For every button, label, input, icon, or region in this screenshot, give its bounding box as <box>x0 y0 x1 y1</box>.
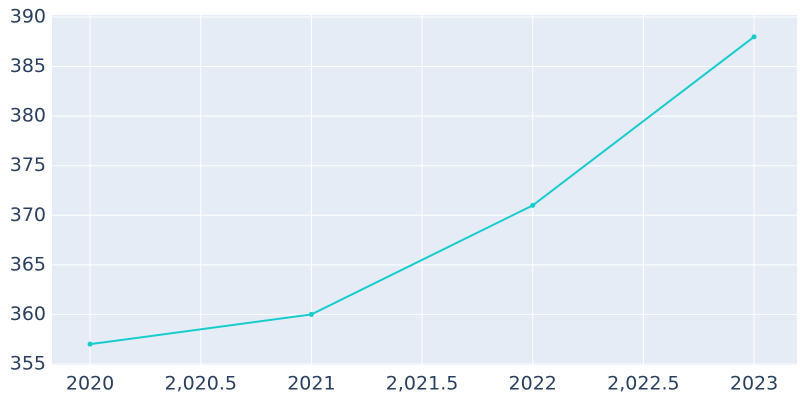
x-tick-label: 2021 <box>287 373 335 395</box>
y-tick-label: 360 <box>10 303 46 325</box>
y-tick-label: 365 <box>10 253 46 275</box>
x-tick-label: 2023 <box>730 373 778 395</box>
y-tick-label: 380 <box>10 105 46 127</box>
x-tick-label: 2,022.5 <box>607 373 680 395</box>
x-tick-label: 2,020.5 <box>164 373 237 395</box>
line <box>89 36 755 346</box>
y-tick-label: 375 <box>10 154 46 176</box>
x-tick-label: 2020 <box>66 373 114 395</box>
point <box>530 202 536 208</box>
point <box>308 311 314 317</box>
x-tick-label: 2022 <box>509 373 557 395</box>
point <box>751 34 757 40</box>
y-tick-label: 390 <box>10 5 46 27</box>
x-tick-label: 2,021.5 <box>386 373 459 395</box>
point <box>87 341 93 347</box>
plot-area <box>52 15 797 365</box>
y-tick-label: 370 <box>10 204 46 226</box>
y-tick-label: 355 <box>10 353 46 375</box>
y-tick-label: 385 <box>10 55 46 77</box>
